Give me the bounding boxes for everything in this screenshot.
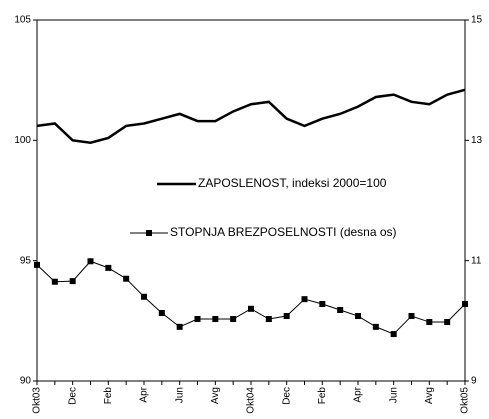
y-tick-label: 95	[20, 255, 32, 266]
series-marker	[176, 323, 183, 330]
y-tick-label: 105	[14, 15, 31, 26]
series-marker	[337, 307, 344, 314]
x-tick-label: Apr	[139, 386, 150, 402]
series-marker	[105, 264, 112, 271]
series-marker	[390, 331, 397, 338]
series-marker	[212, 316, 219, 323]
y-tick-label: 90	[20, 376, 32, 387]
series-marker	[426, 319, 433, 326]
series-marker	[34, 261, 40, 268]
series-marker	[51, 278, 58, 285]
x-tick-label: Avg	[424, 387, 435, 404]
y2-tick-label: 9	[471, 376, 477, 387]
series-marker	[462, 300, 468, 307]
series-marker	[69, 278, 76, 285]
y2-tick-label: 15	[471, 15, 483, 26]
legend-label: ZAPOSLENOST, indeksi 2000=100	[198, 176, 387, 190]
series-marker	[319, 300, 326, 307]
x-tick-label: Jun	[388, 387, 399, 403]
x-tick-label: Apr	[353, 386, 364, 402]
series-marker	[230, 316, 237, 323]
series-line	[36, 88, 466, 145]
series-marker	[248, 305, 254, 312]
series-marker	[355, 313, 361, 320]
legend-label: STOPNJA BREZPOSELNOSTI (desna os)	[170, 225, 397, 239]
series-marker	[123, 275, 130, 282]
series-marker	[158, 310, 165, 317]
x-tick-label: Feb	[103, 387, 114, 405]
x-tick-label: Dec	[67, 387, 78, 405]
series-marker	[301, 296, 308, 303]
series-marker	[444, 319, 451, 326]
series-marker	[265, 316, 272, 323]
x-tick-label: Okt03	[32, 387, 43, 414]
series-marker	[141, 293, 147, 300]
x-tick-label: Dec	[281, 387, 292, 405]
y-tick-label: 100	[14, 135, 31, 146]
series-marker	[194, 316, 201, 323]
y2-tick-label: 11	[471, 255, 482, 266]
x-tick-label: Okt04	[246, 387, 257, 414]
series-marker	[87, 258, 94, 265]
y2-tick-label: 13	[471, 135, 483, 146]
x-tick-label: Avg	[210, 387, 221, 404]
series-line	[36, 260, 466, 335]
series-marker	[283, 313, 290, 320]
series-marker	[372, 323, 379, 330]
x-tick-label: Feb	[317, 387, 328, 405]
x-tick-label: Jun	[174, 387, 185, 403]
legend-marker	[146, 230, 152, 236]
x-tick-label: Okt05	[460, 387, 471, 414]
series-marker	[408, 313, 415, 320]
